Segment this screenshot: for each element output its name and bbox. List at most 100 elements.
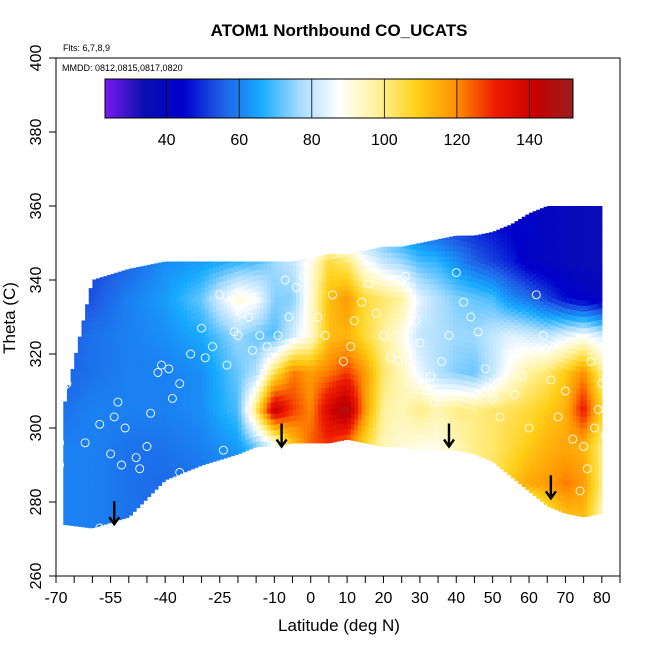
heatmap-cell [77,431,83,439]
heatmap-cell [350,406,355,414]
heatmap-cell [223,335,228,342]
heatmap-cell [485,353,490,360]
heatmap-cell [237,292,243,299]
heatmap-cell [292,281,297,288]
heatmap-cell [106,278,112,285]
heatmap-cell [227,261,232,264]
heatmap-cell [296,326,301,333]
heatmap-cell [328,281,334,288]
heatmap-cell [361,264,366,271]
heatmap-cell [139,270,144,277]
heatmap-cell [66,386,72,393]
heatmap-cell [525,389,530,396]
heatmap-cell [448,416,454,424]
heatmap-cell [492,412,497,419]
heatmap-cell [518,267,523,274]
heatmap-cell [481,357,486,364]
heatmap-cell [212,322,217,329]
heatmap-cell [521,353,526,360]
heatmap-cell [74,486,79,494]
heatmap-cell [267,368,272,375]
heatmap-cell [510,338,516,345]
heatmap-cell [172,298,177,305]
heatmap-cell [474,343,479,350]
heatmap-cell [208,356,214,363]
heatmap-cell [470,292,476,299]
heatmap-cell [230,383,235,390]
heatmap-cell [529,375,534,382]
heatmap-cell [398,285,403,292]
heatmap-cell [168,427,174,434]
heatmap-cell [252,419,257,426]
heatmap-cell [474,315,479,323]
heatmap-cell [383,252,388,259]
heatmap-cell [383,407,388,414]
heatmap-cell [507,258,512,265]
heatmap-cell [321,270,326,277]
heatmap-cell [390,374,395,381]
heatmap-cell [146,435,152,442]
heatmap-cell [259,263,265,270]
heatmap-cell [514,474,519,482]
heatmap-cell [281,328,286,335]
heatmap-cell [157,302,163,309]
heatmap-cell [281,339,286,346]
heatmap-cell [419,405,425,412]
heatmap-cell [394,291,399,298]
heatmap-cell [96,509,101,516]
heatmap-cell [205,269,210,276]
heatmap-cell [154,428,159,435]
heatmap-cell [438,389,443,396]
heatmap-cell [201,381,206,388]
heatmap-cell [347,272,352,280]
heatmap-cell [299,354,305,361]
heatmap-cell [194,361,199,368]
heatmap-cell [201,261,206,266]
heatmap-cell [143,361,148,368]
heatmap-cell [186,281,192,288]
heatmap-cell [518,244,523,251]
heatmap-cell [481,235,486,242]
heatmap-cell [128,292,134,300]
heatmap-cell [128,309,134,316]
heatmap-cell [227,356,232,363]
heatmap-cell [347,253,352,257]
heatmap-cell [121,490,126,497]
heatmap-cell [361,253,366,260]
heatmap-cell [459,406,465,414]
heatmap-cell [347,311,352,318]
heatmap-cell [66,391,72,398]
heatmap-cell [110,477,115,484]
heatmap-cell [416,243,421,246]
heatmap-cell [132,428,137,435]
heatmap-cell [412,349,417,356]
heatmap-cell [405,292,410,299]
heatmap-cell [230,316,235,323]
heatmap-cell [132,455,137,462]
heatmap-cell [427,366,432,374]
heatmap-cell [529,220,534,227]
heatmap-cell [219,397,224,404]
heatmap-cell [92,438,97,445]
heatmap-cell [430,405,436,412]
heatmap-cell [125,384,130,391]
heatmap-cell [274,324,279,331]
heatmap-cell [132,489,137,496]
heatmap-cell [139,326,144,333]
heatmap-cell [430,322,436,329]
heatmap-cell [478,395,483,402]
heatmap-cell [128,409,134,416]
heatmap-cell [478,361,483,368]
heatmap-cell [441,244,446,251]
heatmap-cell [299,342,305,350]
heatmap-cell [416,349,421,357]
heatmap-cell [481,379,486,387]
heatmap-cell [314,315,319,322]
heatmap-cell [245,294,250,301]
heatmap-cell [514,221,519,226]
heatmap-cell [197,426,203,434]
heatmap-cell [467,425,472,432]
heatmap-cell [114,293,119,300]
heatmap-cell [88,449,93,457]
heatmap-cell [150,453,155,461]
